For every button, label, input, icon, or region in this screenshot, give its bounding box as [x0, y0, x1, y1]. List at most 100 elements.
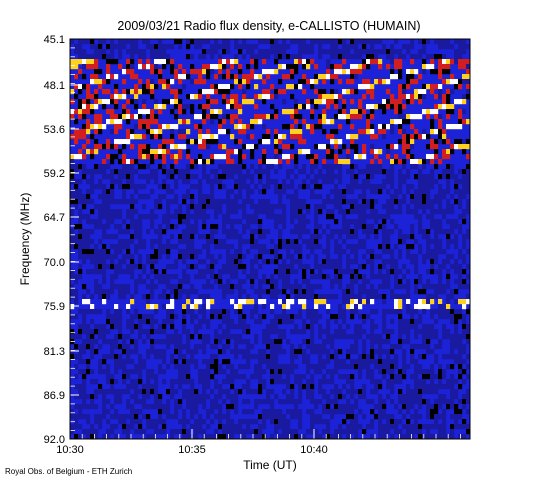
heatmap-cell	[214, 49, 219, 55]
heatmap-cell	[142, 404, 147, 410]
heatmap-cell	[278, 434, 283, 440]
heatmap-cell	[210, 169, 215, 175]
heatmap-cell	[74, 279, 79, 285]
heatmap-cell	[214, 404, 219, 410]
heatmap-cell	[210, 344, 215, 350]
heatmap-cell	[262, 349, 267, 355]
heatmap-cell	[238, 249, 243, 255]
heatmap-cell	[314, 219, 319, 225]
heatmap-cell	[282, 134, 287, 140]
heatmap-cell	[218, 244, 223, 250]
heatmap-cell	[78, 104, 83, 110]
heatmap-cell	[218, 124, 223, 130]
heatmap-cell	[242, 289, 247, 295]
heatmap-cell	[282, 154, 287, 160]
heatmap-cell	[146, 114, 151, 120]
heatmap-cell	[158, 354, 163, 360]
heatmap-cell	[130, 184, 135, 190]
heatmap-cell	[106, 44, 111, 50]
heatmap-cell	[418, 229, 423, 235]
heatmap-cell	[306, 324, 311, 330]
heatmap-cell	[186, 169, 191, 175]
heatmap-cell	[142, 394, 147, 400]
heatmap-cell	[386, 354, 391, 360]
heatmap-cell	[462, 284, 467, 290]
heatmap-cell	[174, 344, 179, 350]
heatmap-cell	[214, 174, 219, 180]
heatmap-cell	[94, 104, 99, 110]
heatmap-cell	[114, 284, 119, 290]
heatmap-cell	[354, 404, 359, 410]
heatmap-cell	[154, 249, 159, 255]
heatmap-cell	[418, 94, 423, 100]
heatmap-cell	[342, 219, 347, 225]
heatmap-cell	[274, 89, 279, 95]
heatmap-cell	[142, 414, 147, 420]
heatmap-cell	[398, 189, 403, 195]
heatmap-cell	[270, 209, 275, 215]
heatmap-cell	[458, 249, 463, 255]
heatmap-cell	[330, 234, 335, 240]
heatmap-cell	[342, 44, 347, 50]
heatmap-cell	[198, 144, 203, 150]
heatmap-cell	[334, 269, 339, 275]
heatmap-cell	[438, 344, 443, 350]
heatmap-cell	[398, 89, 403, 95]
heatmap-cell	[438, 104, 443, 110]
heatmap-cell	[338, 179, 343, 185]
heatmap-cell	[250, 374, 255, 380]
heatmap-cell	[354, 39, 359, 45]
heatmap-cell	[290, 69, 295, 75]
heatmap-cell	[218, 209, 223, 215]
heatmap-cell	[406, 254, 411, 260]
heatmap-cell	[454, 379, 459, 385]
heatmap-cell	[374, 309, 379, 315]
heatmap-cell	[166, 319, 171, 325]
heatmap-cell	[322, 409, 327, 415]
heatmap-cell	[202, 284, 207, 290]
heatmap-cell	[102, 224, 107, 230]
heatmap-cell	[122, 379, 127, 385]
heatmap-cell	[342, 394, 347, 400]
heatmap-cell	[282, 239, 287, 245]
heatmap-cell	[126, 429, 131, 435]
heatmap-cell	[70, 89, 75, 95]
heatmap-cell	[130, 414, 135, 420]
heatmap-cell	[82, 349, 87, 355]
heatmap-cell	[130, 394, 135, 400]
heatmap-cell	[230, 234, 235, 240]
heatmap-cell	[314, 64, 319, 70]
heatmap-cell	[146, 284, 151, 290]
heatmap-cell	[254, 269, 259, 275]
heatmap-cell	[194, 359, 199, 365]
heatmap-cell	[378, 409, 383, 415]
heatmap-cell	[318, 329, 323, 335]
heatmap-cell	[202, 49, 207, 55]
heatmap-cell	[302, 79, 307, 85]
heatmap-cell	[162, 144, 167, 150]
heatmap-cell	[326, 194, 331, 200]
heatmap-cell	[170, 234, 175, 240]
heatmap-cell	[170, 44, 175, 50]
heatmap-cell	[334, 404, 339, 410]
heatmap-cell	[410, 39, 415, 45]
heatmap-cell	[282, 64, 287, 70]
heatmap-cell	[162, 139, 167, 145]
heatmap-cell	[294, 39, 299, 45]
heatmap-cell	[234, 114, 239, 120]
heatmap-cell	[434, 104, 439, 110]
heatmap-cell	[182, 309, 187, 315]
heatmap-cell	[194, 329, 199, 335]
heatmap-cell	[426, 144, 431, 150]
heatmap-cell	[226, 289, 231, 295]
heatmap-cell	[358, 114, 363, 120]
heatmap-cell	[310, 169, 315, 175]
heatmap-cell	[354, 429, 359, 435]
heatmap-cell	[74, 404, 79, 410]
heatmap-cell	[110, 274, 115, 280]
heatmap-cell	[282, 49, 287, 55]
heatmap-cell	[278, 379, 283, 385]
heatmap-cell	[258, 74, 263, 80]
heatmap-cell	[354, 339, 359, 345]
heatmap-cell	[182, 369, 187, 375]
